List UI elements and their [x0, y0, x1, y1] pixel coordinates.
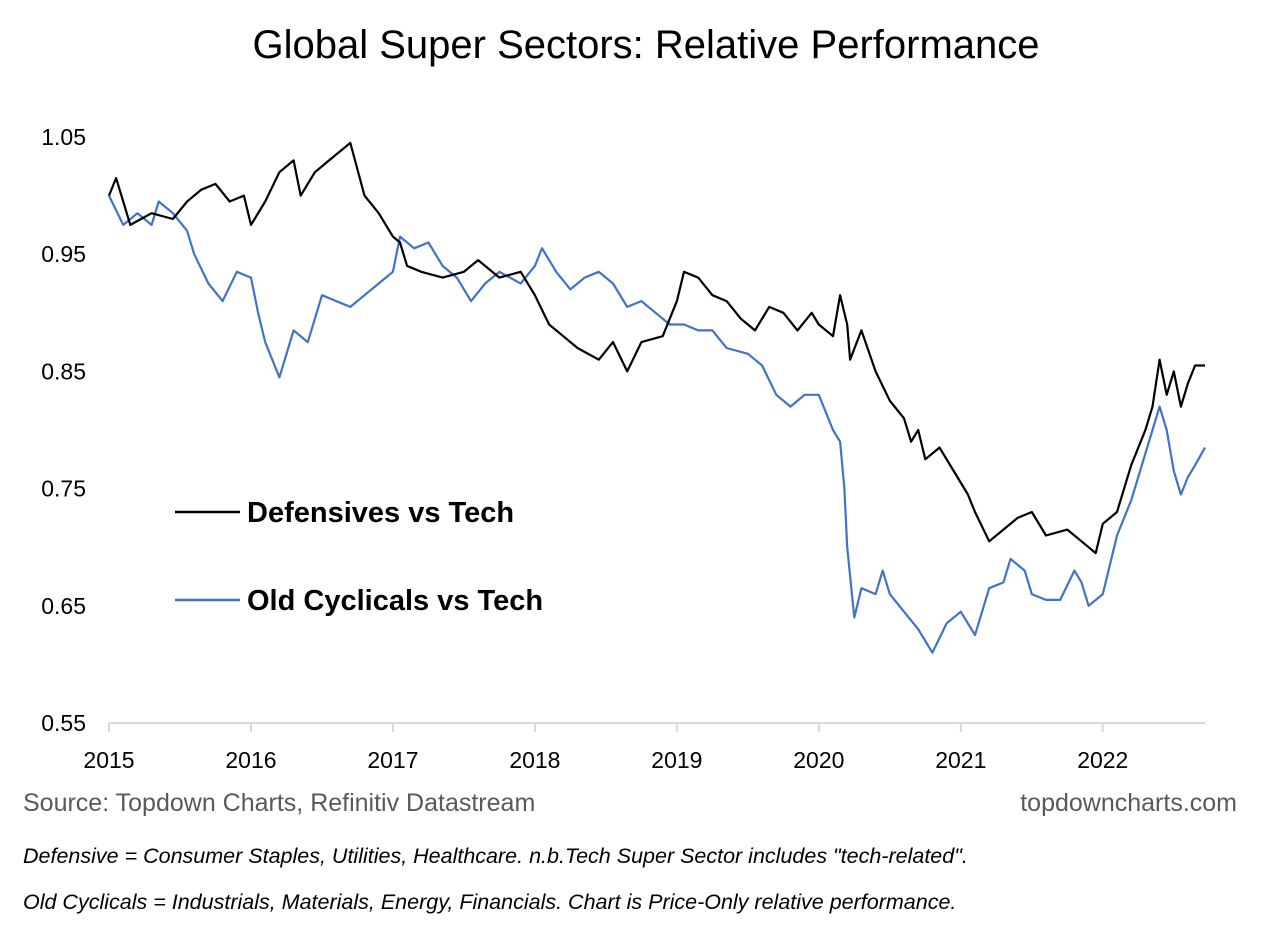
x-tick-label: 2020 [793, 747, 844, 773]
x-tick-label: 2021 [935, 747, 986, 773]
y-tick-label: 0.95 [41, 241, 86, 267]
y-tick-label: 0.75 [41, 476, 86, 502]
x-axis: 2015 2016 2017 2018 2019 2020 2021 2022 [83, 722, 1205, 773]
x-tick-label: 2015 [83, 747, 134, 773]
legend: Defensives vs Tech Old Cyclicals vs Tech [175, 497, 543, 617]
footnote-cyclicals: Old Cyclicals = Industrials, Materials, … [23, 890, 957, 914]
line-chart: Global Super Sectors: Relative Performan… [41, 23, 1206, 773]
website-label: topdowncharts.com [1020, 789, 1237, 817]
y-tick-label: 0.65 [41, 593, 86, 619]
legend-label: Old Cyclicals vs Tech [247, 585, 543, 617]
footnote-defensive: Defensive = Consumer Staples, Utilities,… [23, 844, 968, 868]
series-line-old-cyclicals [108, 195, 1206, 654]
y-axis: 0.55 0.65 0.75 0.85 0.95 1.05 [41, 124, 86, 736]
legend-label: Defensives vs Tech [247, 497, 514, 529]
x-tick-label: 2022 [1077, 747, 1128, 773]
y-tick-label: 0.55 [41, 710, 86, 736]
y-tick-label: 1.05 [41, 124, 86, 150]
x-tick-label: 2017 [367, 747, 418, 773]
x-tick-label: 2016 [225, 747, 276, 773]
source-note: Source: Topdown Charts, Refinitiv Datast… [23, 789, 536, 817]
x-tick-label: 2019 [651, 747, 702, 773]
series-lines [107, 141, 1206, 654]
x-tick-label: 2018 [509, 747, 560, 773]
y-tick-label: 0.85 [41, 358, 86, 384]
series-line-defensives [107, 141, 1205, 555]
chart-title: Global Super Sectors: Relative Performan… [252, 23, 1039, 67]
